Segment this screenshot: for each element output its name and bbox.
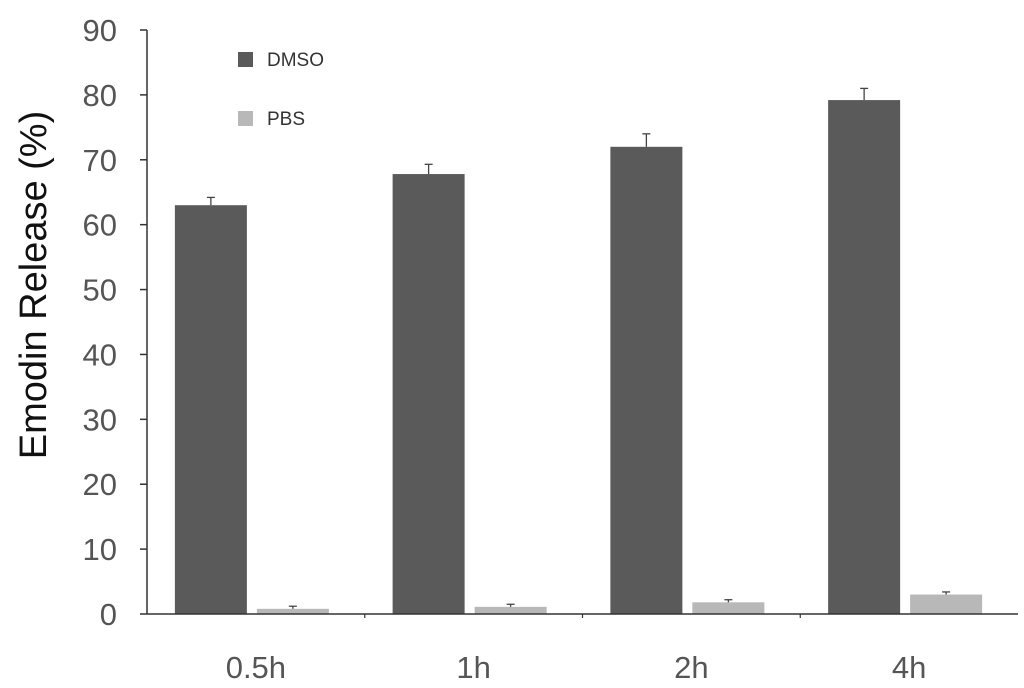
x-tick-label: 1h [456,650,490,685]
legend-swatch-dmso [238,52,253,67]
x-tick-label: 4h [892,650,926,685]
legend: DMSO PBS [238,50,324,130]
legend-swatch-pbs [238,111,253,126]
y-tick-label: 30 [83,402,117,437]
bars [174,100,983,615]
y-tick-label: 20 [83,467,117,502]
bar-pbs-4h [910,594,983,614]
y-tick-label: 40 [83,337,117,372]
y-axis-title: Emodin Release (%) [13,111,55,459]
x-tick-label: 0.5h [226,650,286,685]
bar-dmso-1h [392,174,465,614]
y-tick-label: 60 [83,208,117,243]
x-tick-label: 2h [674,650,708,685]
x-axis-ticks: 0.5h 1h 2h 4h [226,614,926,685]
legend-label-pbs: PBS [267,109,305,130]
bar-pbs-0.5h [256,608,329,614]
y-tick-label: 70 [83,143,117,178]
y-tick-label: 0 [100,597,117,632]
y-tick-label: 50 [83,273,117,308]
bar-pbs-2h [692,602,765,614]
legend-label-dmso: DMSO [267,50,324,71]
bar-dmso-0.5h [174,205,247,614]
error-bars [206,87,951,609]
y-tick-label: 90 [83,13,117,48]
bar-pbs-1h [474,606,547,614]
bar-dmso-2h [610,146,683,615]
y-tick-label: 80 [83,78,117,113]
y-axis-ticks: 0 10 20 30 40 50 60 70 80 90 [83,13,147,632]
y-tick-label: 10 [83,532,117,567]
bar-dmso-4h [828,100,901,614]
